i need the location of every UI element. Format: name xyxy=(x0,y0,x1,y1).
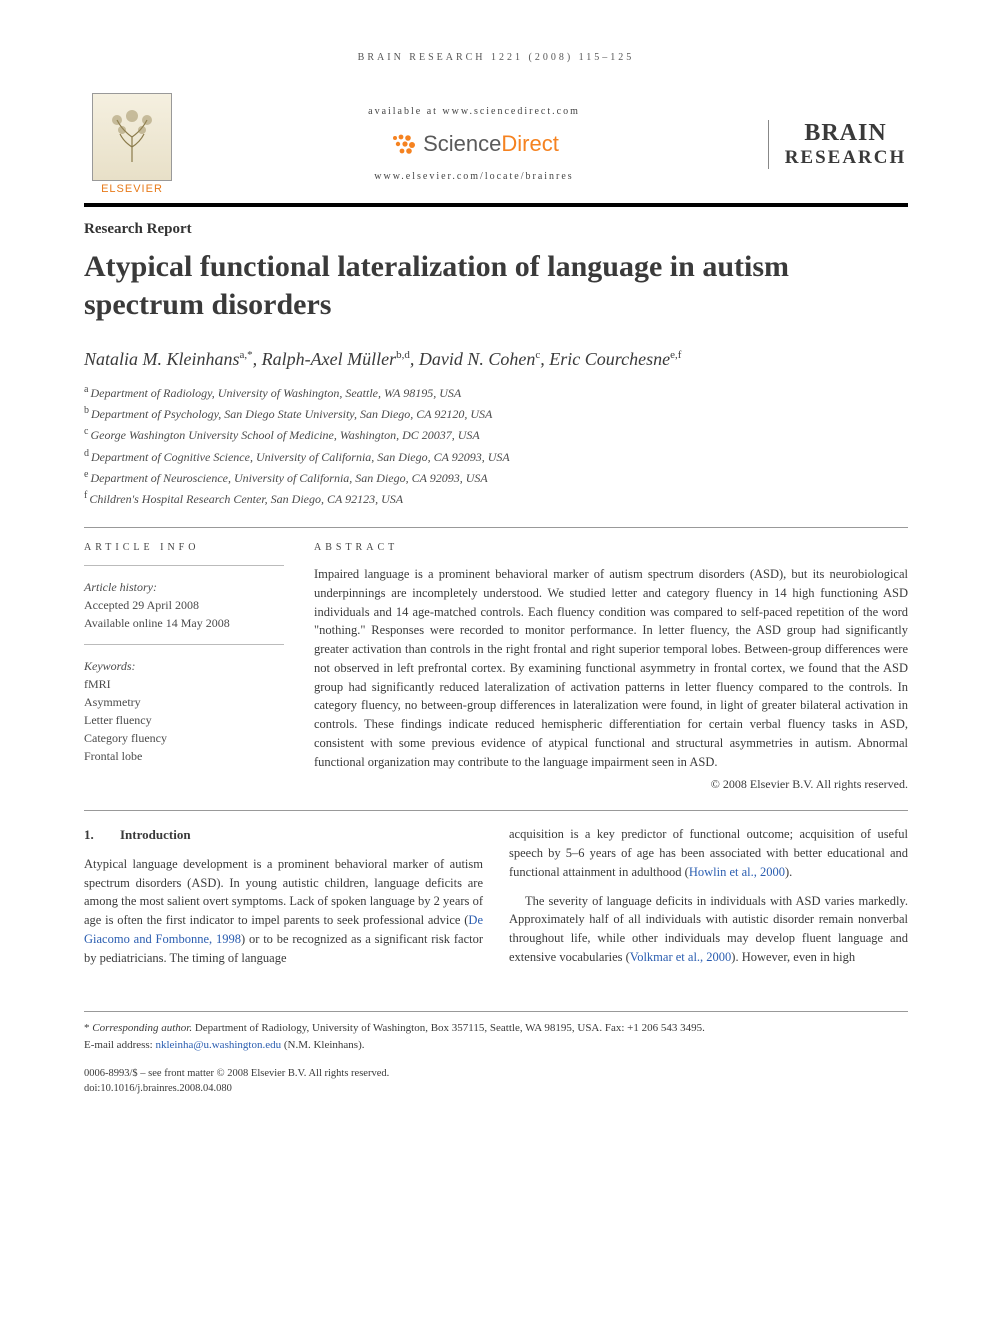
sd-prefix: Science xyxy=(423,131,501,156)
author: David N. Cohenc xyxy=(419,349,540,369)
journal-line1: BRAIN xyxy=(783,120,908,147)
author: Ralph-Axel Müllerb,d xyxy=(262,349,410,369)
corr-star: * xyxy=(84,1022,90,1034)
email-tail: (N.M. Kleinhans). xyxy=(281,1039,364,1051)
paragraph: Atypical language development is a promi… xyxy=(84,855,483,968)
accepted-date: Accepted 29 April 2008 xyxy=(84,596,284,614)
citation-link[interactable]: Howlin et al., 2000 xyxy=(689,865,785,879)
affiliation: dDepartment of Cognitive Science, Univer… xyxy=(84,446,908,467)
info-heading: ARTICLE INFO xyxy=(84,542,284,553)
affiliation: eDepartment of Neuroscience, University … xyxy=(84,467,908,488)
corr-label: Corresponding author. xyxy=(92,1022,192,1034)
paragraph: The severity of language deficits in ind… xyxy=(509,892,908,967)
journal-line2: RESEARCH xyxy=(783,147,908,169)
affiliation-list: aDepartment of Radiology, University of … xyxy=(84,382,908,509)
author: Natalia M. Kleinhansa,* xyxy=(84,349,253,369)
body-columns: 1.Introduction Atypical language develop… xyxy=(84,825,908,977)
keyword: Frontal lobe xyxy=(84,747,284,765)
history-label: Article history: xyxy=(84,578,284,596)
sd-suffix: Direct xyxy=(501,131,558,156)
keyword: Asymmetry xyxy=(84,693,284,711)
affiliation: cGeorge Washington University School of … xyxy=(84,424,908,445)
journal-title-block: BRAIN RESEARCH xyxy=(768,120,908,169)
citation-link[interactable]: Volkmar et al., 2000 xyxy=(630,950,732,964)
keywords-list: fMRIAsymmetryLetter fluencyCategory flue… xyxy=(84,675,284,765)
text: Atypical language development is a promi… xyxy=(84,857,483,927)
body-col-right: acquisition is a key predictor of functi… xyxy=(509,825,908,977)
body-col-left: 1.Introduction Atypical language develop… xyxy=(84,825,483,977)
corr-text: Department of Radiology, University of W… xyxy=(192,1022,705,1034)
affiliation: fChildren's Hospital Research Center, Sa… xyxy=(84,488,908,509)
affiliation: bDepartment of Psychology, San Diego Sta… xyxy=(84,403,908,424)
issn-line: 0006-8993/$ – see front matter © 2008 El… xyxy=(84,1067,908,1082)
section-title: Introduction xyxy=(120,827,191,842)
available-line: available at www.sciencedirect.com xyxy=(200,106,748,117)
abstract-col: ABSTRACT Impaired language is a prominen… xyxy=(314,542,908,792)
divider xyxy=(84,527,908,528)
info-divider xyxy=(84,644,284,645)
footer-divider xyxy=(84,1011,908,1012)
abstract-text: Impaired language is a prominent behavio… xyxy=(314,565,908,771)
keywords-block: Keywords: fMRIAsymmetryLetter fluencyCat… xyxy=(84,657,284,765)
keyword: Letter fluency xyxy=(84,711,284,729)
affiliation: aDepartment of Radiology, University of … xyxy=(84,382,908,403)
publisher-logo-block: ELSEVIER xyxy=(84,93,180,195)
elsevier-tree-icon xyxy=(92,93,172,181)
info-abstract-row: ARTICLE INFO Article history: Accepted 2… xyxy=(84,542,908,792)
article-type: Research Report xyxy=(84,221,908,238)
article-info-col: ARTICLE INFO Article history: Accepted 2… xyxy=(84,542,284,792)
section-number: 1. xyxy=(84,825,120,845)
top-banner: ELSEVIER available at www.sciencedirect.… xyxy=(84,93,908,207)
divider xyxy=(84,810,908,811)
paragraph: acquisition is a key predictor of functi… xyxy=(509,825,908,881)
author: Eric Courchesnee,f xyxy=(549,349,681,369)
sciencedirect-logo: ScienceDirect xyxy=(200,131,748,157)
email-label: E-mail address: xyxy=(84,1039,155,1051)
running-head: BRAIN RESEARCH 1221 (2008) 115–125 xyxy=(84,52,908,63)
publisher-name: ELSEVIER xyxy=(101,183,163,195)
article-title: Atypical functional lateralization of la… xyxy=(84,248,908,323)
keyword: fMRI xyxy=(84,675,284,693)
abstract-heading: ABSTRACT xyxy=(314,542,908,553)
keyword: Category fluency xyxy=(84,729,284,747)
doi-line: doi:10.1016/j.brainres.2008.04.080 xyxy=(84,1082,908,1097)
bottom-meta: 0006-8993/$ – see front matter © 2008 El… xyxy=(84,1067,908,1096)
locate-url: www.elsevier.com/locate/brainres xyxy=(200,171,748,182)
author-list: Natalia M. Kleinhansa,*, Ralph-Axel Müll… xyxy=(84,349,908,370)
info-divider xyxy=(84,565,284,566)
text: ). xyxy=(785,865,792,879)
keywords-label: Keywords: xyxy=(84,657,284,675)
online-date: Available online 14 May 2008 xyxy=(84,614,284,632)
section-heading: 1.Introduction xyxy=(84,825,483,845)
sd-dots-icon xyxy=(389,133,417,155)
abstract-copyright: © 2008 Elsevier B.V. All rights reserved… xyxy=(314,777,908,792)
sd-brand: ScienceDirect xyxy=(423,131,559,157)
corresponding-author: * Corresponding author. Department of Ra… xyxy=(84,1020,908,1053)
text: ). However, even in high xyxy=(731,950,855,964)
banner-center: available at www.sciencedirect.com Scien… xyxy=(180,106,768,182)
article-history: Article history: Accepted 29 April 2008 … xyxy=(84,578,284,632)
email-link[interactable]: nkleinha@u.washington.edu xyxy=(155,1039,281,1051)
